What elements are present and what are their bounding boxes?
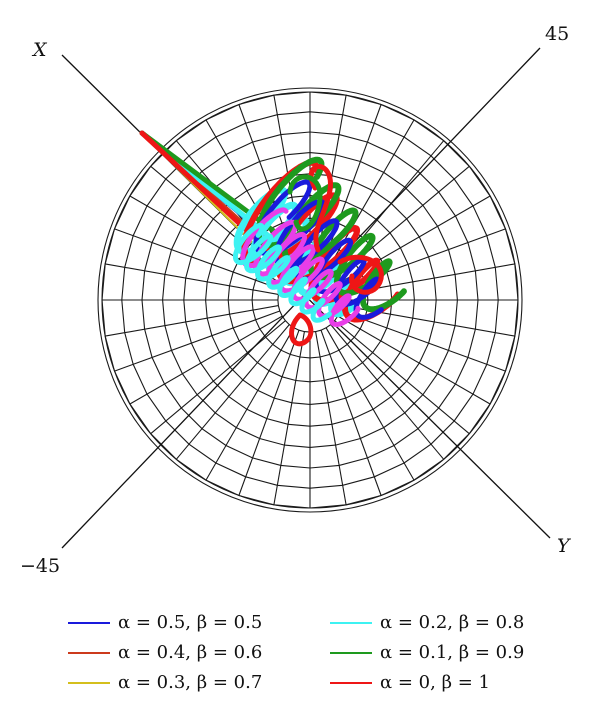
grid-spoke <box>273 331 305 505</box>
series-coil <box>232 222 332 323</box>
grid-spoke <box>238 330 300 496</box>
legend-label: α = 0.4, β = 0.6 <box>118 642 262 663</box>
grid-spoke <box>325 327 415 481</box>
grid-spoke <box>340 310 506 372</box>
legend-item: α = 0.4, β = 0.6 <box>68 642 262 663</box>
curves <box>139 130 407 347</box>
grid-spoke <box>114 310 280 372</box>
grid-spoke <box>105 305 279 337</box>
series-loop <box>337 254 384 295</box>
legend-label: α = 0.3, β = 0.7 <box>118 672 262 693</box>
grid-spoke <box>337 315 491 405</box>
sphere-rim-outer <box>97 87 523 513</box>
legend: α = 0.5, β = 0.5 α = 0.4, β = 0.6 α = 0.3,… <box>68 612 524 693</box>
grid-spoke <box>205 327 295 481</box>
legend-label: α = 0.2, β = 0.8 <box>380 612 524 633</box>
grid-spoke <box>315 331 347 505</box>
grid-spoke <box>330 324 445 460</box>
grid-spoke <box>114 228 280 290</box>
grid-spoke <box>129 315 283 405</box>
legend-label: α = 0, β = 1 <box>380 672 490 693</box>
angle-pos-label: 45 <box>545 23 569 45</box>
series-loop <box>287 174 323 232</box>
grid-spoke <box>105 263 279 295</box>
series-loop <box>289 312 314 347</box>
series-loop <box>308 164 333 253</box>
y-axis-label: Y <box>557 535 572 557</box>
x-axis-label: X <box>31 39 48 61</box>
legend-item: α = 0.1, β = 0.9 <box>330 642 524 663</box>
legend-label: α = 0.5, β = 0.5 <box>118 612 262 633</box>
legend-item: α = 0.3, β = 0.7 <box>68 672 262 693</box>
grid-spoke <box>175 324 290 460</box>
grid-spoke <box>150 320 286 435</box>
grid-spoke <box>320 330 382 496</box>
legend-item: α = 0.2, β = 0.8 <box>330 612 524 633</box>
legend-item: α = 0.5, β = 0.5 <box>68 612 262 633</box>
legend-label: α = 0.1, β = 0.9 <box>380 642 524 663</box>
legend-item: α = 0, β = 1 <box>330 672 490 693</box>
grid-spoke <box>334 320 470 435</box>
angle-neg-label: −45 <box>20 555 60 577</box>
